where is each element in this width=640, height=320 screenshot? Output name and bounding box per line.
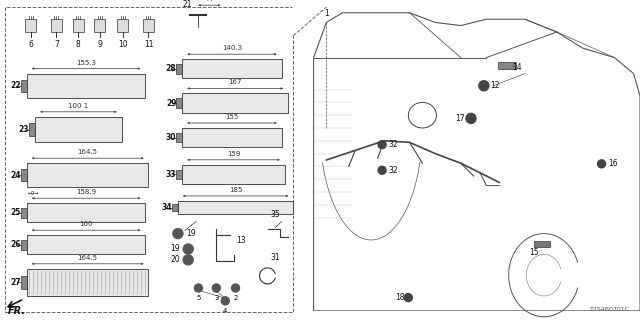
Text: 100 1: 100 1 [68,103,88,109]
Bar [177,64,182,74]
Text: 159: 159 [227,151,240,157]
Bar [182,93,288,113]
Bar [182,165,285,184]
Text: 4: 4 [223,308,227,314]
Text: 7: 7 [54,40,59,49]
Bar [27,269,148,296]
Text: 12: 12 [490,81,500,90]
Circle shape [212,284,220,292]
Text: 185: 185 [229,187,242,193]
Text: 164.5: 164.5 [77,255,98,261]
Text: 27: 27 [10,278,21,287]
Text: 17: 17 [455,114,465,123]
Circle shape [404,294,412,301]
Text: 21: 21 [183,0,193,9]
Bar [498,62,516,69]
Text: 164.5: 164.5 [77,149,98,155]
Bar [21,80,27,92]
Circle shape [195,284,202,292]
Circle shape [183,244,193,254]
Bar [27,235,145,254]
Text: 44: 44 [205,0,214,2]
Bar [21,276,27,289]
Text: 35: 35 [271,211,280,220]
Bar [177,133,182,142]
Text: 19: 19 [186,229,196,238]
Text: 1: 1 [324,9,329,18]
Circle shape [173,228,183,239]
Text: 19: 19 [170,244,180,253]
Bar [21,169,27,181]
Bar [29,123,35,136]
Bar [72,19,84,32]
Text: 158.9: 158.9 [76,189,96,195]
Text: FR.: FR. [8,306,26,316]
Bar [94,19,106,32]
Circle shape [378,140,386,148]
Text: 16: 16 [608,159,618,168]
Circle shape [232,284,239,292]
Text: 20: 20 [170,255,180,264]
Bar [177,170,182,179]
Text: 30: 30 [166,133,177,142]
Bar [27,203,145,222]
Text: 140.3: 140.3 [222,45,242,51]
Text: 18: 18 [395,293,404,302]
Bar [5,7,293,312]
Bar [27,74,145,98]
Bar [35,117,122,142]
Text: 28: 28 [166,64,177,73]
Circle shape [378,166,386,174]
Text: 14: 14 [512,63,522,72]
Text: 33: 33 [166,170,177,179]
Text: 5: 5 [196,295,200,301]
Circle shape [479,81,489,91]
Text: 22: 22 [10,81,21,90]
Text: 6: 6 [28,40,33,49]
Bar [172,204,178,211]
Text: 160: 160 [79,221,93,227]
Text: 32: 32 [388,166,398,175]
Text: ←9→: ←9→ [28,191,39,196]
Bar [143,19,154,32]
Text: 2: 2 [234,295,237,301]
Text: 34: 34 [161,203,172,212]
Text: 23: 23 [19,125,29,134]
Bar [182,128,282,147]
Circle shape [466,113,476,124]
Bar [177,98,182,108]
Text: 32: 32 [388,140,398,149]
Text: 29: 29 [166,99,177,108]
Circle shape [221,297,229,305]
Bar [117,19,129,32]
Text: 9: 9 [97,40,102,49]
Text: 25: 25 [10,208,21,217]
Bar [27,163,148,187]
Text: 24: 24 [10,171,21,180]
Text: 155: 155 [225,114,239,120]
Bar [178,201,293,214]
Polygon shape [293,7,326,36]
Text: T7S4B0701C: T7S4B0701C [590,307,630,312]
Bar [51,19,62,32]
Text: 15: 15 [529,248,540,257]
Text: 155.3: 155.3 [76,60,96,66]
Text: 31: 31 [271,253,280,262]
Bar [534,241,550,247]
Text: 13: 13 [236,236,246,245]
Circle shape [183,255,193,265]
Text: 8: 8 [76,40,81,49]
Circle shape [598,160,605,168]
Text: 3: 3 [214,295,219,301]
Bar [21,208,27,218]
Bar [25,19,36,32]
Bar [182,59,282,78]
Text: 26: 26 [10,240,21,249]
Text: 167: 167 [228,79,242,85]
Bar [21,240,27,250]
Text: 10: 10 [118,40,128,49]
Text: 11: 11 [144,40,153,49]
